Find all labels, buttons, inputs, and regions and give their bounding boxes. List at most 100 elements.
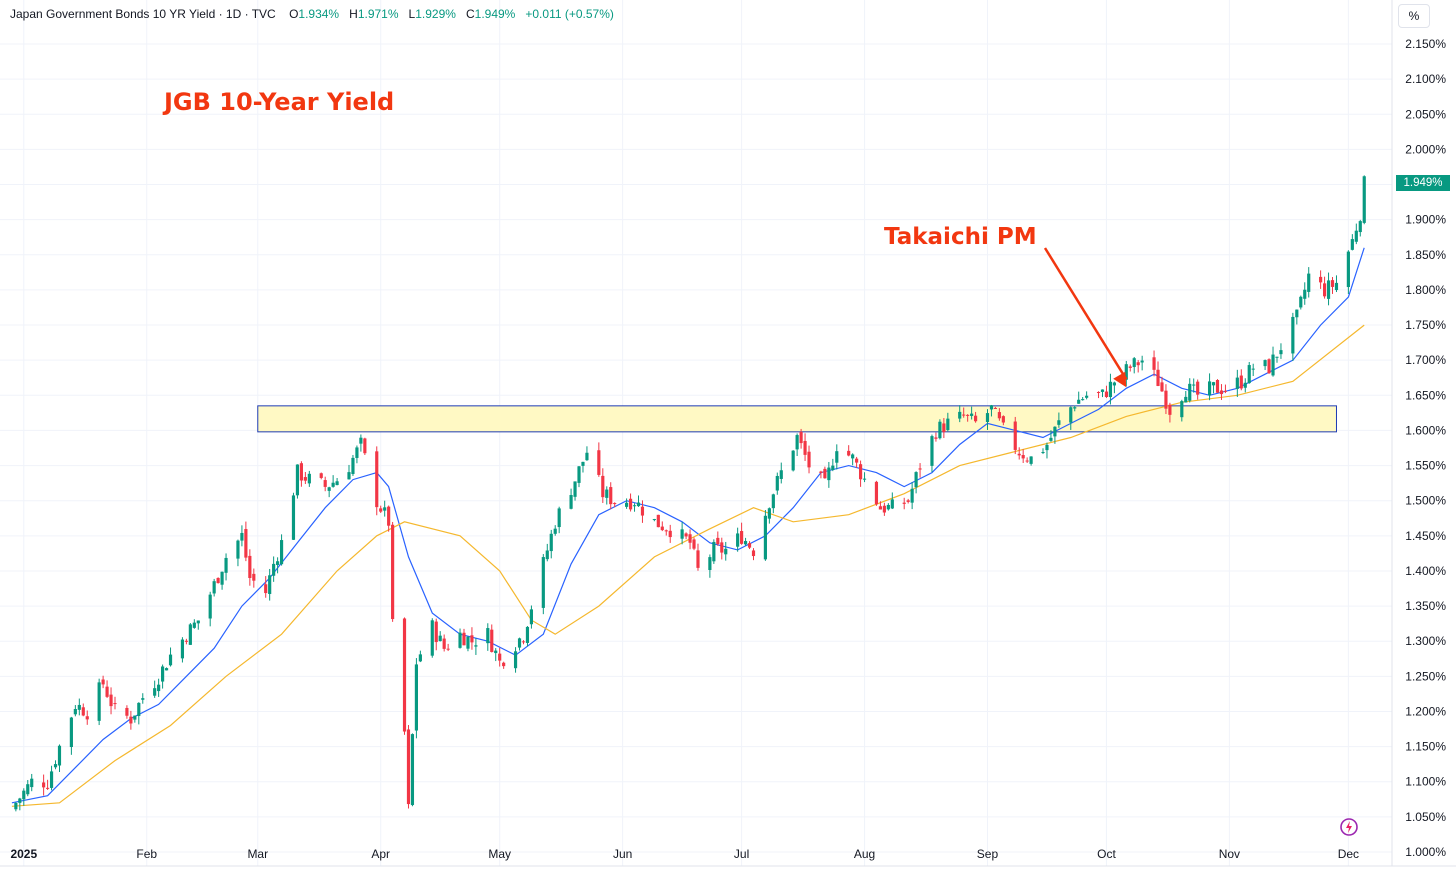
candle-body xyxy=(1021,455,1025,459)
candle-body xyxy=(1291,316,1295,354)
candle-body xyxy=(347,472,351,480)
x-tick-label: Jun xyxy=(613,847,632,861)
candle-body xyxy=(502,662,506,667)
x-tick-label: Apr xyxy=(371,847,390,861)
candle-body xyxy=(18,798,22,803)
candle-body xyxy=(521,641,526,643)
candle-body xyxy=(1053,426,1057,437)
candle-body xyxy=(1112,382,1116,386)
candle-body xyxy=(1263,360,1267,367)
candle-body xyxy=(494,650,498,654)
candle-body xyxy=(1267,359,1271,374)
high-label: H xyxy=(349,7,358,21)
candle-body xyxy=(803,440,807,455)
candle-body xyxy=(692,539,696,549)
candle-body xyxy=(208,594,212,619)
candle-body xyxy=(295,464,300,496)
candle-body xyxy=(1330,280,1335,287)
candle-body xyxy=(1271,354,1275,376)
candle-body xyxy=(525,626,530,643)
candle-body xyxy=(736,533,740,547)
candle-body xyxy=(517,638,522,648)
candle-body xyxy=(835,451,839,463)
candle-body xyxy=(307,473,311,484)
candle-body xyxy=(1077,399,1081,404)
candle-body xyxy=(569,495,573,509)
candle-body xyxy=(1001,416,1005,423)
candle-body xyxy=(466,636,470,649)
time-axis[interactable]: 2025 Feb Mar Apr May Jun Jul Aug Sep Oct Nov Dec xyxy=(10,847,1359,861)
candle-body xyxy=(1160,382,1164,392)
candle-body xyxy=(938,421,942,439)
candle-body xyxy=(1215,379,1220,393)
candle-body xyxy=(668,530,672,538)
candle-body xyxy=(359,437,363,444)
candle-body xyxy=(993,407,998,409)
candle-body xyxy=(216,577,220,584)
low-label: L xyxy=(408,7,416,21)
candle-body xyxy=(680,529,684,539)
candle-body xyxy=(26,784,30,795)
candle-body xyxy=(1303,289,1307,299)
candle-body xyxy=(779,470,783,479)
candle-body xyxy=(851,454,855,459)
candle-body xyxy=(168,654,173,666)
y-tick-label: 1.850% xyxy=(1405,248,1446,262)
candle-body xyxy=(1196,381,1200,395)
close-value: 1.949% xyxy=(474,7,516,21)
candle-body xyxy=(1029,456,1033,464)
candle-body xyxy=(30,778,34,788)
candle-body xyxy=(236,540,240,559)
candle-body xyxy=(244,529,248,558)
candle-body xyxy=(335,481,339,486)
candle-body xyxy=(858,464,863,480)
candle-body xyxy=(42,782,46,788)
x-tick-label: May xyxy=(488,847,511,861)
last-price-badge: 1.949% xyxy=(1396,175,1450,191)
candle-body xyxy=(363,438,367,454)
candle-body xyxy=(934,437,938,439)
lightning-icon[interactable] xyxy=(1339,817,1359,837)
candle-body xyxy=(442,638,446,649)
y-tick-label: 1.100% xyxy=(1405,775,1446,789)
unit-toggle-button[interactable]: % xyxy=(1398,4,1430,28)
candle-body xyxy=(1128,366,1132,368)
candle-body xyxy=(188,624,192,645)
candle-body xyxy=(795,435,799,450)
candle-body xyxy=(1049,437,1053,441)
price-axis[interactable]: 2.150%2.100%2.050%2.000%1.950%1.900%1.85… xyxy=(1405,37,1446,859)
candle-body xyxy=(1180,401,1184,418)
candle-body xyxy=(827,467,831,481)
y-tick-label: 1.450% xyxy=(1405,529,1446,543)
candle-body xyxy=(1073,407,1077,409)
candle-body xyxy=(609,487,613,505)
candle-body xyxy=(1085,395,1089,398)
y-tick-label: 1.300% xyxy=(1405,634,1446,648)
resistance-band-rect xyxy=(257,405,1337,433)
candle-body xyxy=(878,506,882,510)
candle-body xyxy=(819,471,823,473)
symbol-title[interactable]: Japan Government Bonds 10 YR Yield · 1D … xyxy=(10,7,276,21)
candle-body xyxy=(763,515,767,560)
candle-body xyxy=(716,537,720,545)
candle-body xyxy=(212,581,216,594)
y-tick-label: 2.100% xyxy=(1405,72,1446,86)
candle-body xyxy=(299,463,303,481)
candlestick-series xyxy=(14,175,1366,812)
candle-body xyxy=(557,508,561,528)
candle-body xyxy=(1132,358,1136,368)
candle-body xyxy=(1251,368,1255,370)
candle-body xyxy=(855,458,859,463)
candle-body xyxy=(1346,251,1350,288)
candle-body xyxy=(946,418,950,431)
candle-body xyxy=(1168,404,1172,415)
candle-body xyxy=(1295,309,1299,318)
candle-body xyxy=(771,494,775,509)
candle-body xyxy=(640,506,645,516)
y-tick-label: 1.200% xyxy=(1405,704,1446,718)
candle-body xyxy=(1124,364,1128,380)
candle-body xyxy=(1188,383,1192,401)
y-tick-label: 1.400% xyxy=(1405,564,1446,578)
candle-body xyxy=(1358,221,1362,233)
